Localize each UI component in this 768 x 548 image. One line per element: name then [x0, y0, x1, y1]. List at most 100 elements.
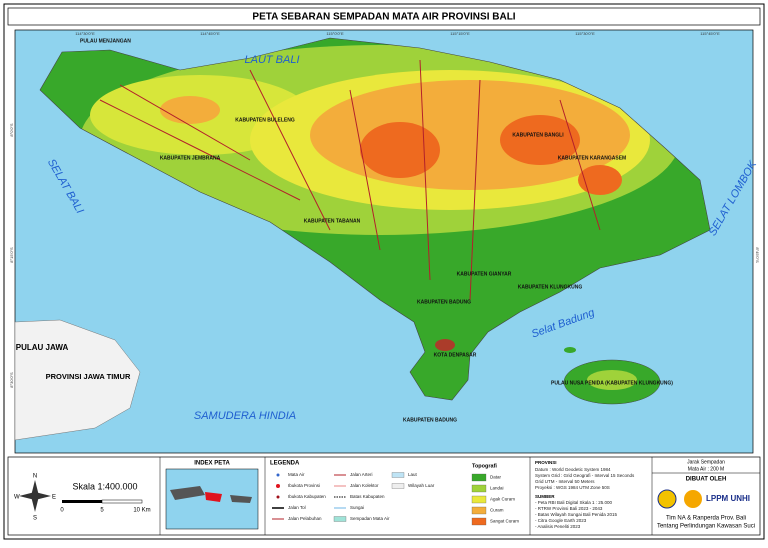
source: - Citra Google Earth 2023 — [535, 518, 587, 523]
sea-label: LAUT BALI — [244, 54, 299, 66]
svg-text:S: S — [33, 516, 37, 522]
scale-label: 10 Km — [133, 508, 150, 514]
team: Tentang Perlindungan Kawasan Suci — [657, 524, 755, 530]
topo-label: Datar — [490, 475, 502, 480]
nusa-lembongan — [564, 347, 576, 353]
team: Tim NA & Ranperda Prov. Bali — [666, 516, 746, 522]
scale-label: 0 — [60, 508, 64, 514]
topo-title: Topografi — [472, 463, 497, 469]
info-row: Datum : World Geodetic System 1984 — [535, 467, 611, 472]
region-label: KOTA DENPASAR — [434, 352, 477, 358]
lat-tick: 8°45'0"S — [755, 247, 760, 263]
region-label: PULAU MENJANGAN — [80, 38, 131, 44]
legend-item — [276, 495, 280, 499]
topo-swatch — [471, 517, 487, 526]
legend-symbol — [391, 472, 405, 478]
legend-symbol — [391, 483, 405, 489]
coastline — [39, 37, 711, 401]
denpasar-urban — [435, 339, 455, 351]
legend-item — [276, 473, 280, 477]
region-label: KABUPATEN TABANAN — [304, 218, 361, 224]
topo-label: Landai — [490, 486, 504, 491]
java-label: PULAU JAWA — [16, 343, 69, 352]
region-label: KABUPATEN BANGLI — [512, 132, 564, 138]
north-arrow: N S W E — [14, 474, 56, 522]
source: - Batas Wilayah Sungai Bali Penida 2015 — [535, 512, 618, 517]
title-bar — [7, 7, 761, 26]
lat-tick: 8°15'0"S — [9, 247, 14, 263]
region-label: KABUPATEN KARANGASEM — [558, 155, 626, 161]
legend-symbol — [333, 516, 347, 522]
java — [14, 319, 141, 441]
info-heading: PROVINSI — [535, 460, 557, 465]
lon-tick: 115°30'0"E — [575, 31, 595, 36]
svg-text:N: N — [33, 474, 37, 480]
legend-label: Ibukota Kabupaten — [288, 494, 326, 499]
lon-tick: 114°30'0"E — [75, 31, 95, 36]
scale-label: 5 — [100, 508, 104, 514]
legend-symbol — [276, 484, 280, 488]
made-by: DIBUAT OLEH — [686, 477, 727, 483]
legend-label: Mata Air — [288, 472, 305, 477]
topo-swatch — [471, 473, 487, 482]
region-label: KABUPATEN BADUNG — [417, 299, 471, 305]
topo-swatch — [471, 484, 487, 493]
region-label: KABUPATEN BADUNG — [403, 417, 457, 423]
logo — [684, 490, 702, 508]
legend-label: Jalan Pelabuhan — [288, 516, 322, 521]
legend-item — [391, 472, 405, 478]
scale-bar — [62, 500, 102, 503]
sea-label: SAMUDERA HINDIA — [194, 410, 296, 422]
topo-swatch — [471, 506, 487, 515]
lat-tick: 8°0'0"S — [9, 123, 14, 136]
legend-item — [391, 483, 405, 489]
topography-legend: Datar Landai Agak Curam Curam Sangat Curam — [471, 473, 519, 526]
distance-title: Jarak Sempadan — [687, 459, 725, 465]
source: - Analisis Peneliti 2023 — [535, 524, 581, 529]
info-row: System Grid : Grid Geografi - Interval 1… — [535, 473, 635, 478]
title: PETA SEBARAN SEMPADAN MATA AIR PROVINSI … — [252, 12, 515, 23]
footer: N S W E Skala 1:400.000 0 5 10 Km INDEX PE… — [7, 456, 761, 536]
svg-text:W: W — [14, 495, 20, 501]
lat-tick: 8°30'0"S — [9, 372, 14, 388]
svg-text:E: E — [52, 495, 56, 501]
logo — [657, 489, 677, 509]
topo-label: Sangat Curam — [490, 519, 519, 524]
distance: Mata Air : 200 M — [688, 466, 724, 472]
source-heading: SUMBER — [535, 494, 555, 499]
source: - Peta RBI Bali Digital Skala 1 : 25.000 — [535, 500, 613, 505]
legend-label: Ibukota Provinsi — [288, 483, 320, 488]
scale-bar — [101, 499, 143, 504]
legend-symbol — [276, 495, 280, 499]
info-row: Proyeksi : WGS 1984 UTM Zone 50S — [535, 485, 610, 490]
menjangan — [87, 52, 103, 58]
lon-tick: 114°45'0"E — [200, 31, 220, 36]
topo-swatch — [471, 495, 487, 504]
legend-label: Sungai — [350, 505, 364, 510]
legend-label: Jalan Kolektor — [350, 483, 379, 488]
scale-text: Skala 1:400.000 — [72, 481, 137, 491]
legend-label: Sempadan Mata Air — [350, 516, 390, 521]
legend-symbol — [276, 473, 280, 477]
legend-item — [276, 484, 280, 488]
legend-label: Laut — [408, 472, 418, 477]
source: - RTRW Provinsi Bali 2023 - 2043 — [535, 506, 603, 511]
index-title: INDEX PETA — [194, 461, 230, 467]
org: LPPM UNHI — [706, 494, 750, 503]
footer-frame — [7, 456, 761, 536]
region-label: KABUPATEN JEMBRANA — [160, 155, 221, 161]
topo-label: Agak Curam — [490, 497, 515, 502]
lon-tick: 115°45'0"E — [700, 31, 720, 36]
legend-label: Jalan Arteri — [350, 472, 373, 477]
nusa-penida-relief — [587, 370, 637, 390]
info-row: Grid UTM - Interval 50 Meters — [535, 479, 595, 484]
legend: Mata Air Ibukota Provinsi Ibukota Kabupate… — [272, 472, 435, 522]
topo-label: Curam — [490, 508, 504, 513]
lon-tick: 115°15'0"E — [450, 31, 470, 36]
java-label: PROVINSI JAWA TIMUR — [46, 372, 131, 381]
legend-label: Jalan Tol — [288, 505, 306, 510]
legend-label: Batas Kabupaten — [350, 494, 385, 499]
region-label: KABUPATEN GIANYAR — [457, 271, 512, 277]
legend-title: LEGENDA — [270, 461, 300, 467]
